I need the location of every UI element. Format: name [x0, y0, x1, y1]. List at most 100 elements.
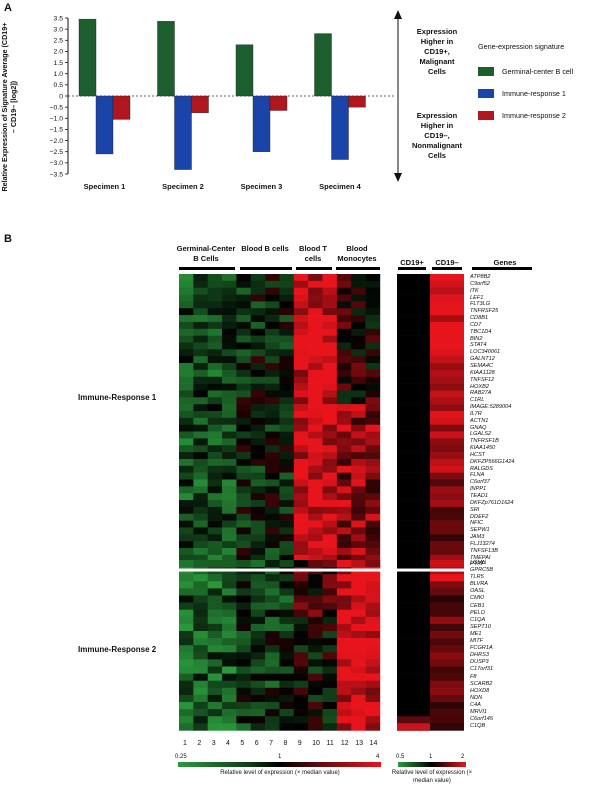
heatmap-cell [207, 479, 223, 487]
y-tick-label: 3.0 [54, 26, 64, 33]
heatmap-cell [179, 680, 194, 689]
heatmap-cell [336, 383, 352, 391]
heatmap-cell [308, 308, 323, 316]
heatmap-cell [279, 445, 295, 453]
heatmap-cell [293, 687, 309, 696]
heatmap-cell [293, 411, 309, 419]
heatmap-cell [207, 513, 223, 521]
bar-chart: 3.5 3.0 2.5 2.0 1.5 1.0 0.5 0 −0.5 −1.0 −1.5 −2.0 −2… [50, 15, 395, 191]
heatmap-cell [236, 315, 252, 323]
cd19-neg-cell [430, 335, 464, 343]
heatmap-cell [236, 609, 252, 618]
heatmap-cell [265, 445, 280, 453]
heatmap-cell [236, 616, 252, 625]
heatmap-cell [336, 363, 352, 371]
heatmap-cell [222, 411, 237, 419]
heatmap-cell [336, 595, 352, 603]
heatmap-cell [365, 356, 381, 364]
heatmap-cell [222, 369, 237, 378]
header-genes: Genes [493, 258, 517, 267]
heatmap-cell [250, 493, 266, 501]
heatmap-cell [179, 527, 194, 535]
heatmap-cell [308, 424, 323, 432]
header-bar-genes [472, 267, 532, 270]
heatmap-cell [293, 616, 309, 625]
heatmap-cell [351, 609, 366, 618]
heatmap-cell [222, 520, 237, 528]
heatmap-cell [351, 680, 366, 689]
cd19-pos-cell [397, 301, 430, 309]
heatmap-cell [236, 702, 252, 710]
heatmap-cell [322, 709, 338, 717]
heatmap-cell [236, 541, 252, 549]
heatmap-cell [322, 383, 338, 391]
gene-label: LGMN [470, 560, 487, 566]
heatmap-cell [293, 493, 309, 501]
cd19-neg-cell [430, 369, 464, 378]
heatmap-cell [322, 513, 338, 521]
heatmap-cell [279, 673, 295, 681]
heatmap-cell [322, 445, 338, 453]
heatmap-cell [351, 308, 366, 316]
heatmap-cell [193, 574, 208, 582]
heatmap-cell [365, 623, 381, 632]
cd19-pos-cell [397, 465, 430, 473]
heatmap-cell [265, 274, 280, 282]
heatmap-cell [336, 687, 352, 696]
heatmap-cell [193, 702, 208, 710]
heatmap-cell [250, 680, 266, 689]
cd19-neg-cell [430, 445, 464, 453]
gene-label: NFIC [470, 520, 484, 527]
heatmap-cell [193, 308, 208, 316]
heatmap-cell [279, 363, 295, 371]
gene-label: PELO [470, 609, 485, 616]
heatmap-cell [250, 527, 266, 535]
column-number: 2 [197, 740, 202, 747]
heatmap-cell [265, 694, 280, 703]
heatmap-cell [279, 335, 295, 343]
heatmap-cell [193, 588, 208, 596]
heatmap-cell [351, 438, 366, 446]
heatmap-cell [207, 500, 223, 508]
heatmap-cell [179, 541, 194, 549]
heatmap-cell [236, 321, 252, 330]
cd19-pos-cell [397, 666, 430, 674]
heatmap-cell [265, 383, 280, 391]
heatmap-cell [222, 645, 237, 653]
heatmap-cell [207, 342, 223, 350]
heatmap-cell [365, 513, 381, 521]
cd19-pos-cell [397, 315, 430, 323]
cd19-neg-cell [430, 349, 464, 357]
heatmap-cell [179, 506, 194, 515]
heatmap-cell [207, 383, 223, 391]
cd19-neg-cell [430, 500, 464, 508]
bar [95, 95, 114, 155]
heatmap-cell [265, 616, 280, 625]
heatmap-cell [222, 383, 237, 391]
heatmap-cell [336, 666, 352, 674]
heatmap-cell [351, 548, 366, 556]
heatmap-cell [365, 280, 381, 288]
gene-label: PTRF [470, 561, 485, 568]
heatmap-cell [322, 623, 338, 632]
heatmap-cell [265, 520, 280, 528]
heatmap-cell [250, 301, 266, 309]
heatmap-cell [293, 673, 309, 681]
heatmap-cell [308, 390, 323, 398]
heatmap-cell [308, 652, 323, 660]
heatmap-cell [222, 424, 237, 432]
heatmap-cell [308, 560, 323, 568]
bar [191, 95, 209, 113]
heatmap-cell [250, 383, 266, 391]
cd19-neg-cell [430, 673, 464, 681]
gene-label: IL7R [470, 410, 482, 417]
gene-label: CD8B1 [470, 315, 489, 322]
heatmap-cell [179, 321, 194, 330]
heatmap-cell [236, 349, 252, 357]
heatmap-cell [365, 500, 381, 508]
heatmap-cell [207, 321, 223, 330]
heatmap-cell [351, 506, 366, 515]
heatmap-cell [193, 335, 208, 343]
heatmap-cell [236, 287, 252, 295]
cd19-neg-cell [430, 602, 464, 610]
